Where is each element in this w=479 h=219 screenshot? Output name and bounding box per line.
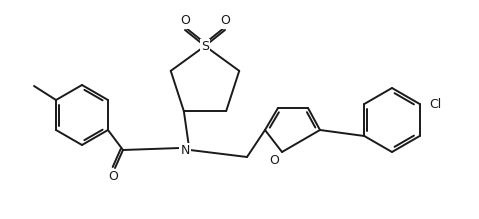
Text: O: O: [269, 154, 279, 168]
Text: O: O: [108, 171, 118, 184]
Text: Cl: Cl: [430, 97, 442, 111]
Text: N: N: [180, 143, 190, 157]
Text: O: O: [180, 14, 190, 28]
Text: S: S: [201, 39, 209, 53]
Text: O: O: [220, 14, 230, 28]
